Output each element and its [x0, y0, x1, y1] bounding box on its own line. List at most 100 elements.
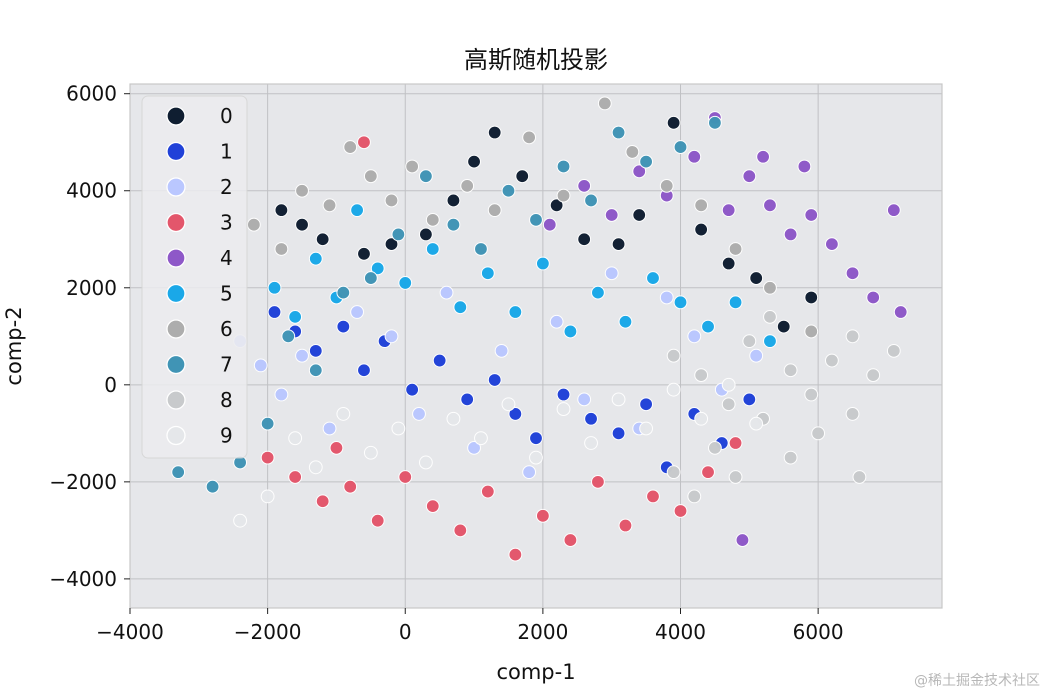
- point-3-12: [591, 474, 605, 489]
- point-8-1: [694, 368, 709, 383]
- point-7-7: [363, 271, 378, 285]
- point-9-14: [611, 392, 626, 407]
- y-tick-label: −2000: [49, 470, 117, 494]
- point-7-10: [446, 217, 461, 232]
- x-tick-label: −2000: [234, 620, 302, 644]
- point-6-5: [363, 169, 378, 184]
- legend-marker-6: [166, 319, 186, 339]
- point-2-17: [687, 329, 702, 344]
- point-9-15: [639, 421, 654, 436]
- point-6-3: [322, 198, 337, 213]
- plot-frame: [129, 83, 943, 609]
- point-3-14: [646, 489, 660, 504]
- point-9-13: [584, 436, 598, 450]
- point-7-12: [501, 183, 516, 198]
- point-0-4: [384, 237, 399, 252]
- point-8-8: [845, 329, 860, 344]
- point-9-7: [418, 455, 433, 470]
- point-3-13: [618, 518, 633, 533]
- point-6-7: [405, 159, 420, 174]
- point-0-1: [295, 217, 309, 232]
- point-4-0: [542, 217, 557, 232]
- point-7-3: [260, 416, 275, 431]
- point-4-5: [687, 149, 702, 164]
- point-2-9: [467, 440, 481, 455]
- legend-label-8: 8: [220, 388, 233, 412]
- point-7-19: [708, 115, 722, 130]
- point-6-2: [295, 183, 309, 198]
- series-3: [260, 135, 743, 562]
- point-3-4: [370, 513, 385, 528]
- point-1-6: [405, 382, 420, 397]
- point-1-14: [611, 426, 626, 441]
- point-5-0: [267, 280, 282, 295]
- point-7-4: [281, 329, 296, 344]
- legend-label-5: 5: [220, 282, 233, 306]
- x-tick-label: 6000: [793, 620, 844, 644]
- point-8-13: [783, 450, 798, 465]
- point-4-2: [604, 208, 619, 222]
- point-8-16: [708, 440, 722, 455]
- point-5-4: [350, 203, 364, 218]
- series-4: [542, 111, 908, 547]
- point-3-16: [701, 465, 715, 480]
- point-8-12: [811, 426, 826, 441]
- point-5-15: [646, 271, 660, 285]
- point-5-8: [453, 300, 468, 315]
- point-0-7: [467, 154, 481, 169]
- legend-marker-3: [166, 212, 186, 233]
- series-0: [274, 115, 819, 334]
- point-5-12: [563, 324, 578, 339]
- y-tick-label: 6000: [66, 82, 117, 106]
- series-6: [246, 96, 819, 339]
- point-0-8: [487, 125, 502, 140]
- point-9-1: [260, 489, 275, 504]
- point-5-7: [425, 242, 440, 256]
- point-5-1: [288, 309, 303, 324]
- point-3-18: [329, 440, 344, 455]
- point-1-19: [742, 392, 757, 407]
- point-9-16: [666, 382, 681, 397]
- point-2-5: [350, 305, 364, 319]
- point-6-15: [659, 178, 674, 193]
- point-0-13: [632, 208, 647, 222]
- point-1-2: [308, 343, 323, 358]
- point-0-12: [611, 237, 626, 252]
- point-1-7: [432, 353, 447, 368]
- legend-label-4: 4: [220, 246, 233, 270]
- point-8-6: [804, 387, 819, 402]
- point-5-16: [673, 295, 688, 310]
- point-8-3: [742, 334, 757, 349]
- point-8-5: [783, 363, 798, 378]
- legend-label-6: 6: [220, 317, 233, 341]
- y-tick-label: 2000: [66, 276, 117, 300]
- y-tick-label: 0: [104, 373, 117, 397]
- point-0-15: [694, 222, 709, 237]
- point-9-10: [501, 397, 516, 412]
- point-6-14: [625, 145, 640, 159]
- point-0-10: [549, 198, 564, 213]
- point-8-17: [687, 489, 702, 504]
- point-1-0: [267, 305, 282, 319]
- legend: 0 1 2 3 4 5 6 7 8 9: [141, 95, 248, 459]
- point-4-16: [893, 305, 908, 319]
- y-tick-label: −4000: [49, 567, 117, 591]
- point-1-13: [584, 411, 598, 426]
- point-2-19: [749, 348, 764, 363]
- point-8-9: [866, 368, 881, 383]
- point-0-0: [274, 203, 289, 218]
- legend-label-3: 3: [220, 211, 233, 235]
- legend-label-9: 9: [220, 424, 233, 448]
- point-3-2: [315, 494, 330, 509]
- point-8-7: [824, 353, 839, 368]
- legend-marker-7: [166, 354, 186, 375]
- point-9-18: [721, 377, 736, 392]
- point-2-7: [412, 407, 426, 421]
- point-3-19: [357, 135, 371, 150]
- legend-label-7: 7: [220, 353, 233, 377]
- point-0-6: [446, 193, 461, 208]
- point-2-2: [274, 387, 289, 402]
- point-6-19: [804, 324, 819, 339]
- point-2-3: [295, 348, 309, 363]
